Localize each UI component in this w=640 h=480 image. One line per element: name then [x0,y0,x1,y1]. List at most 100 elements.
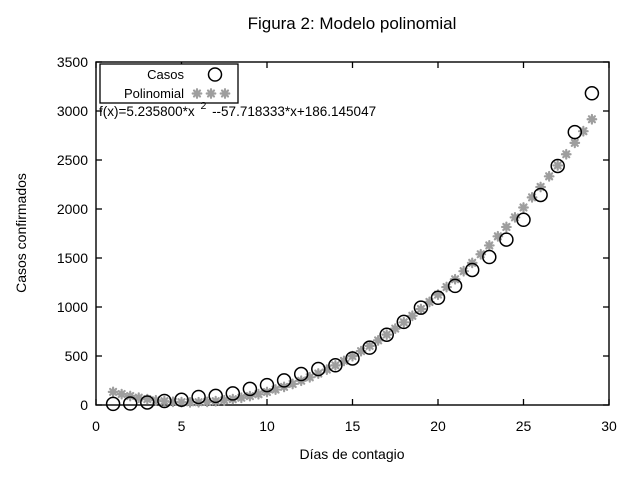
data-point-casos [242,381,258,397]
legend: Casos Polinomial [99,63,239,104]
data-point-casos [516,212,531,228]
data-point-polinomial [586,113,598,125]
legend-label-casos: Casos [147,67,184,82]
data-point-polinomial [364,340,375,352]
y-tick-label: 2000 [57,201,88,217]
data-point-polinomial [321,364,333,376]
y-tick-label: 3500 [57,54,88,70]
data-point-polinomial [159,395,170,407]
y-tick-label: 0 [80,397,88,413]
data-point-casos [276,373,292,388]
data-point-casos [482,249,497,265]
data-point-polinomial [535,181,546,193]
data-point-polinomial [124,390,136,402]
x-tick-label: 15 [345,418,361,434]
data-point-polinomial [406,310,418,322]
data-point-polinomial [543,170,555,182]
x-tick-label: 0 [92,418,100,434]
data-point-casos [311,361,326,377]
data-point-casos [550,158,565,174]
data-point-polinomial [253,388,264,400]
data-point-casos [105,396,121,412]
data-point-polinomial [107,386,119,398]
legend-label-polinomial: Polinomial [124,86,184,101]
data-point-polinomial [150,394,162,406]
data-point-casos [345,351,360,366]
data-point-casos [447,278,463,294]
data-point-polinomial [210,395,222,407]
data-point-casos [174,392,189,408]
data-point-polinomial [509,211,521,223]
data-point-casos [122,396,138,411]
data-point-polinomial [312,368,324,379]
x-axis-label: Días de contagio [299,446,404,462]
data-point-casos [140,395,155,410]
data-point-casos [533,187,548,203]
x-tick-label: 20 [430,418,446,434]
data-point-casos [157,393,172,409]
data-point-casos [259,377,275,393]
data-point-polinomial [338,355,350,367]
y-tick-label: 2500 [57,152,88,168]
data-point-polinomial [526,191,538,203]
data-point-casos [567,124,583,140]
asterisk-marker-icon [191,88,203,99]
y-tick-labels: 0 500 1000 1500 2000 2500 3000 3500 [57,54,88,413]
asterisk-marker-icon [205,88,217,99]
data-point-polinomial [270,384,281,395]
data-point-casos [379,327,394,342]
y-tick-label: 500 [65,348,89,364]
data-point-polinomial [552,160,564,171]
data-point-polinomial [458,265,470,277]
data-point-polinomial [347,350,358,362]
data-point-polinomial [176,396,187,408]
data-point-polinomial [389,323,401,335]
data-point-polinomial [193,396,204,408]
data-point-polinomial [518,202,529,213]
y-tick-label: 1500 [57,250,88,266]
series-casos-points [105,86,600,412]
data-point-polinomial [330,359,341,371]
fit-equation: f(x)=5.235800*x 2 --57.718333*x+186.1450… [99,97,376,119]
data-point-polinomial [424,296,435,308]
data-point-polinomial [372,334,384,346]
chart-title: Figura 2: Modelo polinomial [248,14,457,33]
data-point-polinomial [116,388,128,400]
data-point-polinomial [475,248,487,260]
data-point-casos [362,340,377,355]
data-point-polinomial [577,125,589,137]
data-point-polinomial [355,345,367,357]
data-point-casos [413,300,429,315]
data-point-casos [225,386,241,401]
data-point-polinomial [415,303,427,315]
data-point-polinomial [398,316,410,328]
data-point-casos [191,389,206,405]
data-point-casos [293,366,309,382]
data-point-polinomial [304,371,316,383]
data-point-polinomial [287,378,299,390]
data-point-polinomial [141,393,153,405]
data-point-polinomial [483,240,495,251]
asterisk-marker-icon [219,88,231,99]
data-point-polinomial [569,137,581,149]
y-axis-label: Casos confirmados [13,173,29,293]
x-tick-label: 10 [259,418,275,434]
data-point-polinomial [501,221,512,233]
data-point-polinomial [167,396,179,408]
data-point-casos [396,314,412,330]
data-point-casos [328,358,343,373]
data-point-casos [499,232,514,247]
data-point-casos [430,290,446,306]
series-polinomial-points [107,113,598,408]
data-point-polinomial [492,230,504,242]
circle-marker-icon [207,67,223,82]
fit-equation-suffix: --57.718333*x+186.145047 [212,104,376,119]
data-point-polinomial [381,329,393,341]
data-point-polinomial [133,392,145,404]
fit-equation-prefix: f(x)=5.235800*x [99,104,195,119]
y-tick-label: 1000 [57,299,88,315]
asterisk-marker-icons [191,88,231,99]
data-point-polinomial [201,396,213,408]
